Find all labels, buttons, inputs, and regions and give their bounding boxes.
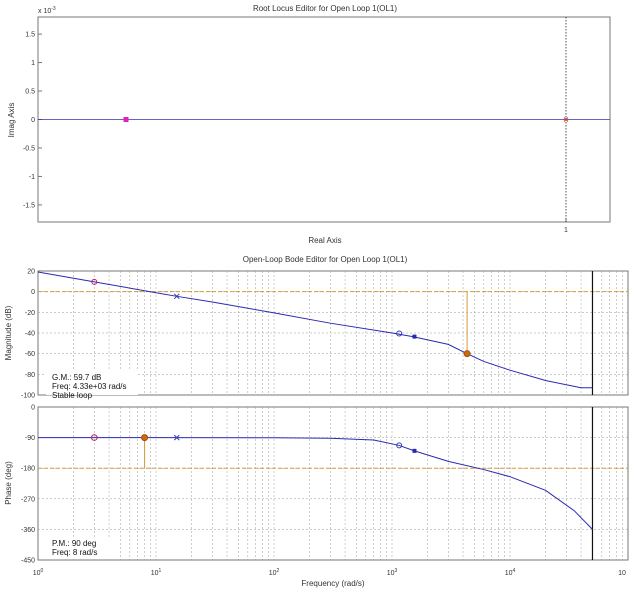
frequency-tick-label: 10 (618, 570, 626, 577)
closed-loop-pole-marker (123, 117, 129, 122)
frequency-tick-label: 104 (505, 568, 516, 577)
root-locus-y-ticks: -1.5 -1 -0.5 0 0.5 1 1.5 (23, 32, 42, 209)
phase-ylabel: Phase (deg) (4, 461, 13, 505)
magnitude-pole-marker (173, 293, 180, 300)
phase-y-tick-label: -180 (21, 466, 35, 473)
frequency-tick-label: 100 (33, 568, 44, 577)
stable-loop-text: Stable loop (52, 391, 93, 400)
pole-cross-marker (563, 117, 569, 122)
phase-margin-text: P.M.: 90 deg (52, 539, 96, 548)
phase-pole-marker (173, 434, 180, 441)
phase-margin-box (46, 538, 118, 558)
phase-y-tick-label: -360 (21, 527, 35, 534)
frequency-tick-label: 101 (151, 568, 162, 577)
root-locus-y-tick-label: -0.5 (23, 145, 35, 152)
root-locus-y-tick-label: 0 (31, 117, 35, 124)
magnitude-ylabel: Magnitude (dB) (4, 305, 13, 360)
root-locus-y-tick-label: 1.5 (25, 32, 35, 39)
phase-circle-marker (91, 434, 98, 441)
root-locus-title: Root Locus Editor for Open Loop 1(OL1) (253, 4, 397, 13)
root-locus-y-tick-label: 1 (31, 60, 35, 67)
magnitude-y-tick-label: -80 (25, 372, 35, 379)
magnitude-response-curve (37, 271, 593, 389)
phase-y-tick-label: -90 (25, 435, 35, 442)
magnitude-y-tick-label: -60 (25, 351, 35, 358)
root-locus-xlabel: Real Axis (308, 236, 341, 245)
root-locus-x-tick-label: 1 (564, 227, 568, 234)
root-locus-marks (38, 17, 610, 222)
frequency-xlabel: Frequency (rad/s) (301, 579, 364, 588)
gain-margin-freq-text: Freq: 4.33e+03 rad/s (52, 382, 127, 391)
magnitude-y-ticks: 20 0 -20 -40 -60 -80 -100 (21, 269, 35, 400)
phase-y-ticks: 0 -90 -180 -270 -360 -450 (21, 405, 35, 565)
phase-response-curve (38, 437, 593, 530)
frequency-tick-label: 103 (387, 568, 398, 577)
magnitude-y-tick-label: -100 (21, 393, 35, 400)
magnitude-y-tick-label: -40 (25, 331, 35, 338)
root-locus-editor[interactable]: Root Locus Editor for Open Loop 1(OL1) x… (0, 4, 611, 245)
gain-margin-marker (463, 350, 471, 358)
phase-margin-marker (141, 434, 149, 442)
magnitude-y-tick-label: -20 (25, 310, 35, 317)
magnitude-y-tick-label: 20 (27, 269, 35, 276)
phase-y-tick-label: -270 (21, 496, 35, 503)
magnitude-zero-marker (396, 330, 403, 337)
magnitude-square-marker (412, 334, 417, 339)
bode-title: Open-Loop Bode Editor for Open Loop 1(OL… (243, 255, 408, 264)
gain-margin-text: G.M.: 59.7 dB (52, 373, 101, 382)
phase-zero-marker (396, 442, 403, 449)
frequency-tick-label: 102 (269, 568, 280, 577)
root-locus-x-ticks: 0.9990.99920.99940.99960.99981 (564, 218, 568, 234)
frequency-ticks: 100 101 102 103 104 10 (33, 568, 626, 577)
phase-margin-freq-text: Freq: 8 rad/s (52, 548, 97, 557)
phase-y-tick-label: -450 (21, 558, 35, 565)
root-locus-y-tick-label: -1.5 (23, 202, 35, 209)
bode-editor[interactable]: Open-Loop Bode Editor for Open Loop 1(OL… (4, 255, 629, 588)
magnitude-marks (37, 271, 628, 395)
phase-square-marker (412, 448, 417, 453)
phase-grid (38, 407, 628, 560)
root-locus-y-tick-label: -1 (29, 174, 35, 181)
gain-margin-box (46, 371, 138, 395)
magnitude-y-tick-label: 0 (31, 289, 35, 296)
phase-y-tick-label: 0 (31, 405, 35, 412)
root-locus-ylabel: Imag Axis (7, 103, 16, 138)
root-locus-y-tick-label: 0.5 (25, 89, 35, 96)
exponent-label: x 10-3 (38, 6, 56, 15)
phase-marks (38, 407, 628, 560)
phase-axes[interactable] (37, 406, 629, 561)
magnitude-zero-marker (91, 278, 98, 285)
